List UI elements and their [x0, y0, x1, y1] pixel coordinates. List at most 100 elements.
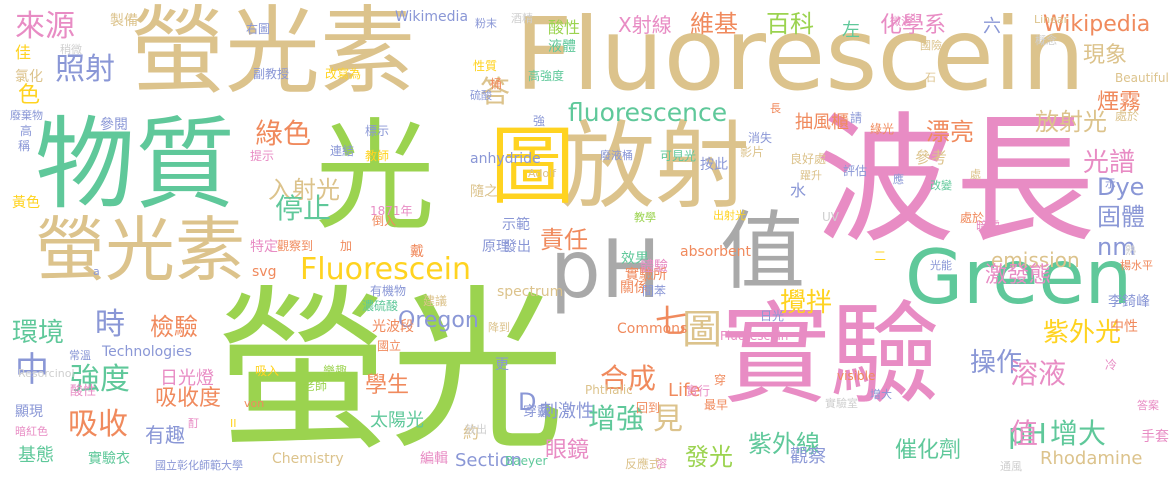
- word-term: 七: [655, 302, 688, 340]
- word-term: 綠色: [255, 117, 312, 150]
- word-term: 出射光: [713, 209, 746, 222]
- word-term: 日光: [760, 309, 785, 323]
- word-dye: Dye: [1097, 173, 1145, 201]
- word-term: 桶: [490, 77, 503, 91]
- word-term: 回到: [636, 401, 661, 415]
- word-term: 檢驗: [150, 313, 198, 341]
- word-term: 約: [463, 423, 480, 442]
- word-term: 吸收: [68, 407, 128, 442]
- word-term: 色: [18, 83, 41, 108]
- word-term: 老師: [303, 379, 328, 393]
- word-term: 溶液: [1010, 357, 1067, 390]
- word-term: 可見光: [660, 149, 697, 163]
- word-term: 示範: [502, 217, 530, 233]
- word-term: 光: [315, 108, 435, 247]
- word-term: 二: [874, 249, 887, 263]
- word-term: 光波段: [372, 319, 414, 335]
- word-term: 粉末: [475, 17, 497, 30]
- word-term: 溶: [656, 457, 667, 470]
- word-term: 基態: [18, 445, 54, 466]
- word-term: 教學: [634, 211, 656, 224]
- word-green: Green: [905, 233, 1133, 321]
- word-term: 製備: [110, 13, 138, 29]
- word-term: 微溶: [890, 15, 912, 28]
- word-term: 性質: [473, 59, 498, 73]
- word-term: 實驗所: [625, 267, 667, 283]
- word-term: 實驗室: [825, 397, 858, 410]
- word-term: 光譜: [1083, 148, 1136, 178]
- word-term: 概念: [1035, 34, 1057, 47]
- word-term: 左: [842, 20, 860, 41]
- word-fluorescein: Fluorescein: [515, 0, 1086, 113]
- word-term: 暗處: [976, 219, 1001, 233]
- word-a: a: [93, 265, 100, 278]
- word-x: X射線: [618, 13, 672, 37]
- word-term: 放出: [465, 423, 487, 436]
- word-term: 最早: [704, 398, 729, 412]
- word-term: 關係: [620, 280, 648, 296]
- word-term: 酊: [188, 417, 199, 430]
- word-term: 稍微: [60, 43, 82, 56]
- word-fluorescein: Fluorescein: [300, 252, 472, 287]
- word-life: Life: [668, 380, 701, 401]
- word-term: 光能: [930, 259, 952, 272]
- word-term: 改變: [930, 179, 952, 192]
- word-term: 降到: [488, 321, 510, 334]
- word-term: 常溫: [69, 349, 91, 362]
- word-absorbent: absorbent: [680, 244, 751, 260]
- word-uv: UV: [822, 210, 839, 224]
- word-term: 維基: [690, 10, 738, 38]
- word-term: 煙霧: [1097, 90, 1142, 115]
- word-term: 漂亮: [926, 118, 974, 146]
- word-term: 螢光素: [35, 209, 245, 291]
- word-term: 吸收度: [155, 386, 222, 411]
- word-term: 現象: [1083, 43, 1128, 68]
- word-section: Section: [455, 450, 522, 471]
- word-term: 影片: [740, 145, 765, 159]
- word-term: 更: [495, 357, 509, 373]
- word-term: 強: [533, 114, 546, 128]
- word-term: 冷: [1105, 358, 1118, 372]
- word-term: 消失: [748, 131, 773, 145]
- word-spectrum: spectrum: [497, 284, 564, 300]
- word-term: 照射: [55, 52, 115, 87]
- word-term: 酸性: [70, 384, 97, 399]
- word-term: 稱: [18, 139, 31, 153]
- word-term: 應: [893, 173, 904, 186]
- word-term: 操作: [970, 348, 1023, 378]
- word-beautiful: Beautiful: [1115, 71, 1169, 85]
- word-term: 楊水平: [1120, 259, 1153, 272]
- word-term: 參閱: [100, 117, 128, 133]
- word-term: 建議: [423, 294, 448, 308]
- word-term: 提示: [250, 149, 275, 163]
- word-term: 觀察到: [277, 239, 314, 253]
- word-term: 發出: [503, 239, 531, 255]
- word-term: 吸入: [255, 364, 280, 378]
- word-term: 熟: [1125, 244, 1136, 257]
- word-term: 倒入: [372, 214, 397, 228]
- word-nm: nm: [1097, 233, 1136, 261]
- word-ii: II: [230, 417, 237, 430]
- word-term: 抽風櫃: [795, 112, 849, 133]
- word-term: 高強度: [528, 69, 565, 83]
- word-term: 來源: [15, 9, 75, 44]
- word-term: 中性: [1110, 319, 1138, 335]
- word-term: 圖: [682, 307, 722, 353]
- word-term: 間苯: [642, 284, 667, 298]
- word-term: 酸性: [548, 18, 581, 37]
- word-visible: visible: [837, 369, 876, 383]
- word-term: 放射光: [1035, 108, 1107, 136]
- word-term: 增強: [588, 402, 645, 435]
- word-commons: Commons: [617, 321, 688, 337]
- word-phthalic: Phthalic: [585, 383, 633, 397]
- word-von: von: [244, 397, 265, 410]
- word-term: 改寫為: [325, 67, 362, 81]
- word-term: 眼鏡: [545, 438, 590, 463]
- word-term: 暗紅色: [15, 425, 48, 438]
- word-term: 水: [790, 181, 807, 200]
- word-term: 連結: [330, 144, 355, 158]
- word-fluorescence: fluorescence: [568, 98, 728, 127]
- word-ph: pH: [1008, 417, 1047, 450]
- word-term: 有趣: [145, 423, 185, 447]
- word-term: 廢棄物: [10, 109, 43, 122]
